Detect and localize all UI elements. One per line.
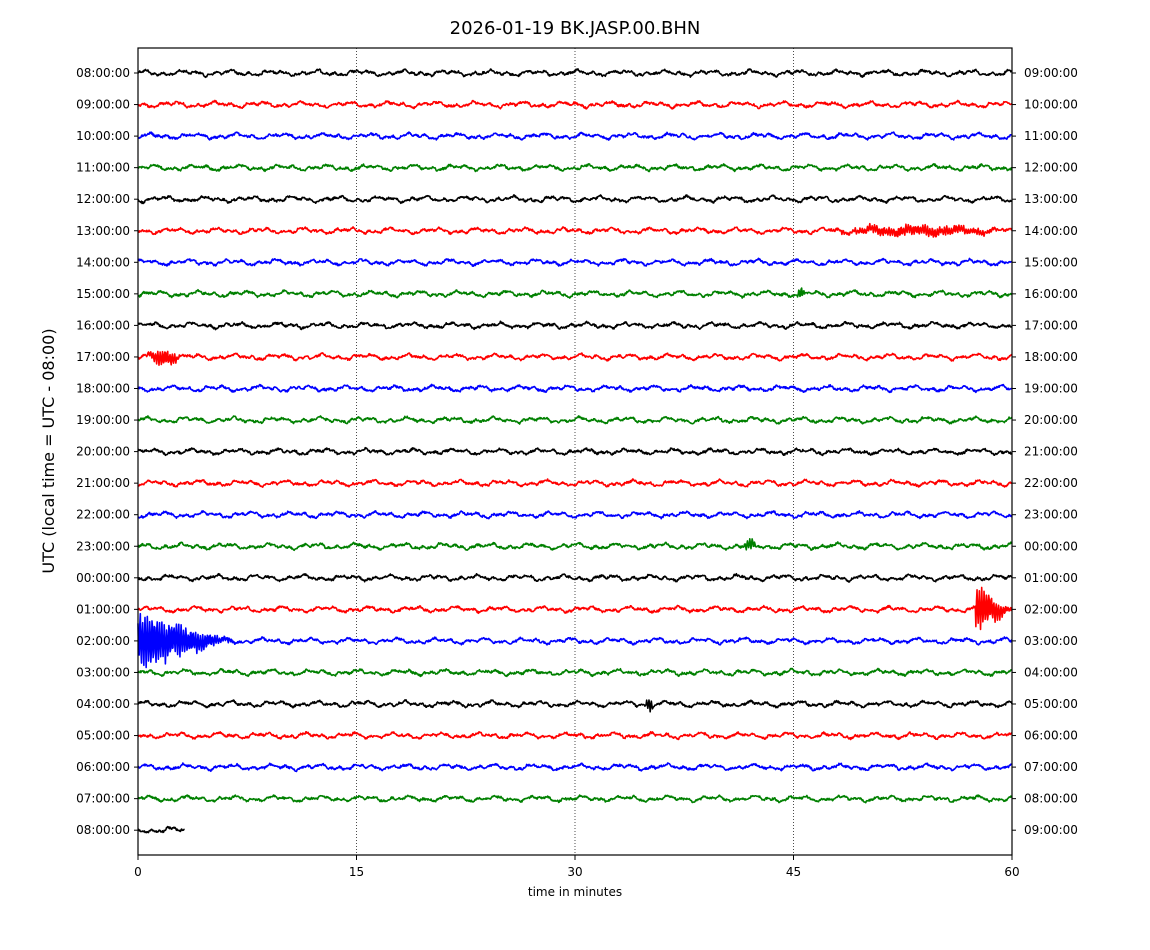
right-label-15: 00:00:00 <box>1024 539 1078 553</box>
x-axis-ticks: 0 15 30 45 60 <box>134 855 1020 879</box>
trace-layer <box>137 68 1013 834</box>
right-label-23: 08:00:00 <box>1024 792 1078 806</box>
right-label-5: 14:00:00 <box>1024 224 1078 238</box>
right-label-1: 10:00:00 <box>1024 98 1078 112</box>
x-tick-label-60: 60 <box>1004 865 1019 879</box>
left-label-6: 14:00:00 <box>76 255 130 269</box>
trace-row-10 <box>137 383 1013 394</box>
trace-row-17 <box>137 586 1013 631</box>
y-axis-label: UTC (local time = UTC - 08:00) <box>39 328 58 573</box>
trace-row-11 <box>137 415 1013 425</box>
trace-row-5 <box>137 222 1013 238</box>
right-label-4: 13:00:00 <box>1024 192 1078 206</box>
trace-row-7 <box>137 287 1013 299</box>
left-label-13: 21:00:00 <box>76 476 130 490</box>
right-label-6: 15:00:00 <box>1024 255 1078 269</box>
trace-row-13 <box>137 478 1013 488</box>
right-label-2: 11:00:00 <box>1024 129 1078 143</box>
left-label-24: 08:00:00 <box>76 823 130 837</box>
right-label-18: 03:00:00 <box>1024 634 1078 648</box>
grid-layer <box>356 48 794 855</box>
trace-row-9 <box>137 350 1013 366</box>
left-label-20: 04:00:00 <box>76 697 130 711</box>
trace-row-2 <box>137 131 1013 141</box>
left-label-22: 06:00:00 <box>76 760 130 774</box>
trace-row-3 <box>137 163 1013 173</box>
trace-row-24 <box>137 825 185 834</box>
left-label-11: 19:00:00 <box>76 413 130 427</box>
right-label-13: 22:00:00 <box>1024 476 1078 490</box>
right-label-17: 02:00:00 <box>1024 602 1078 616</box>
left-label-4: 12:00:00 <box>76 192 130 206</box>
left-label-2: 10:00:00 <box>76 129 130 143</box>
right-label-19: 04:00:00 <box>1024 665 1078 679</box>
left-label-21: 05:00:00 <box>76 729 130 743</box>
left-label-1: 09:00:00 <box>76 98 130 112</box>
trace-row-8 <box>137 320 1013 331</box>
left-label-3: 11:00:00 <box>76 161 130 175</box>
trace-row-1 <box>137 99 1013 110</box>
right-label-7: 16:00:00 <box>1024 287 1078 301</box>
left-label-19: 03:00:00 <box>76 665 130 679</box>
right-label-8: 17:00:00 <box>1024 318 1078 332</box>
right-label-20: 05:00:00 <box>1024 697 1078 711</box>
trace-row-4 <box>137 194 1013 205</box>
right-label-12: 21:00:00 <box>1024 445 1078 459</box>
trace-row-18 <box>137 612 1013 669</box>
x-tick-label-45: 45 <box>786 865 801 879</box>
x-axis-label: time in minutes <box>528 885 622 899</box>
right-label-14: 23:00:00 <box>1024 508 1078 522</box>
left-label-0: 08:00:00 <box>76 66 130 80</box>
trace-row-14 <box>137 510 1013 520</box>
left-label-9: 17:00:00 <box>76 350 130 364</box>
x-tick-label-30: 30 <box>567 865 582 879</box>
right-label-24: 09:00:00 <box>1024 823 1078 837</box>
right-label-10: 19:00:00 <box>1024 382 1078 396</box>
left-time-labels: 08:00:00 09:00:00 10:00:00 11:00:00 12:00:00… <box>76 66 138 837</box>
trace-row-22 <box>137 762 1013 773</box>
right-time-labels: 09:00:00 10:00:00 11:00:00 12:00:00 13:00:00… <box>1012 66 1078 837</box>
chart-title: 2026-01-19 BK.JASP.00.BHN <box>450 18 701 39</box>
trace-row-16 <box>137 572 1013 583</box>
left-label-14: 22:00:00 <box>76 508 130 522</box>
trace-row-0 <box>137 68 1013 79</box>
left-label-18: 02:00:00 <box>76 634 130 648</box>
left-label-8: 16:00:00 <box>76 318 130 332</box>
left-label-7: 15:00:00 <box>76 287 130 301</box>
left-label-23: 07:00:00 <box>76 792 130 806</box>
trace-row-23 <box>137 794 1013 804</box>
trace-row-12 <box>137 446 1013 457</box>
left-label-17: 01:00:00 <box>76 602 130 616</box>
right-label-3: 12:00:00 <box>1024 161 1078 175</box>
right-label-11: 20:00:00 <box>1024 413 1078 427</box>
x-tick-label-15: 15 <box>349 865 364 879</box>
right-label-21: 06:00:00 <box>1024 729 1078 743</box>
left-label-15: 23:00:00 <box>76 539 130 553</box>
trace-row-20 <box>137 699 1013 713</box>
right-label-16: 01:00:00 <box>1024 571 1078 585</box>
left-label-16: 00:00:00 <box>76 571 130 585</box>
left-label-5: 13:00:00 <box>76 224 130 238</box>
right-label-0: 09:00:00 <box>1024 66 1078 80</box>
x-tick-label-0: 0 <box>134 865 142 879</box>
left-label-12: 20:00:00 <box>76 445 130 459</box>
right-label-9: 18:00:00 <box>1024 350 1078 364</box>
trace-row-19 <box>137 667 1013 678</box>
left-label-10: 18:00:00 <box>76 382 130 396</box>
right-label-22: 07:00:00 <box>1024 760 1078 774</box>
trace-row-15 <box>137 538 1013 552</box>
trace-row-6 <box>137 257 1013 267</box>
trace-row-21 <box>137 730 1013 741</box>
